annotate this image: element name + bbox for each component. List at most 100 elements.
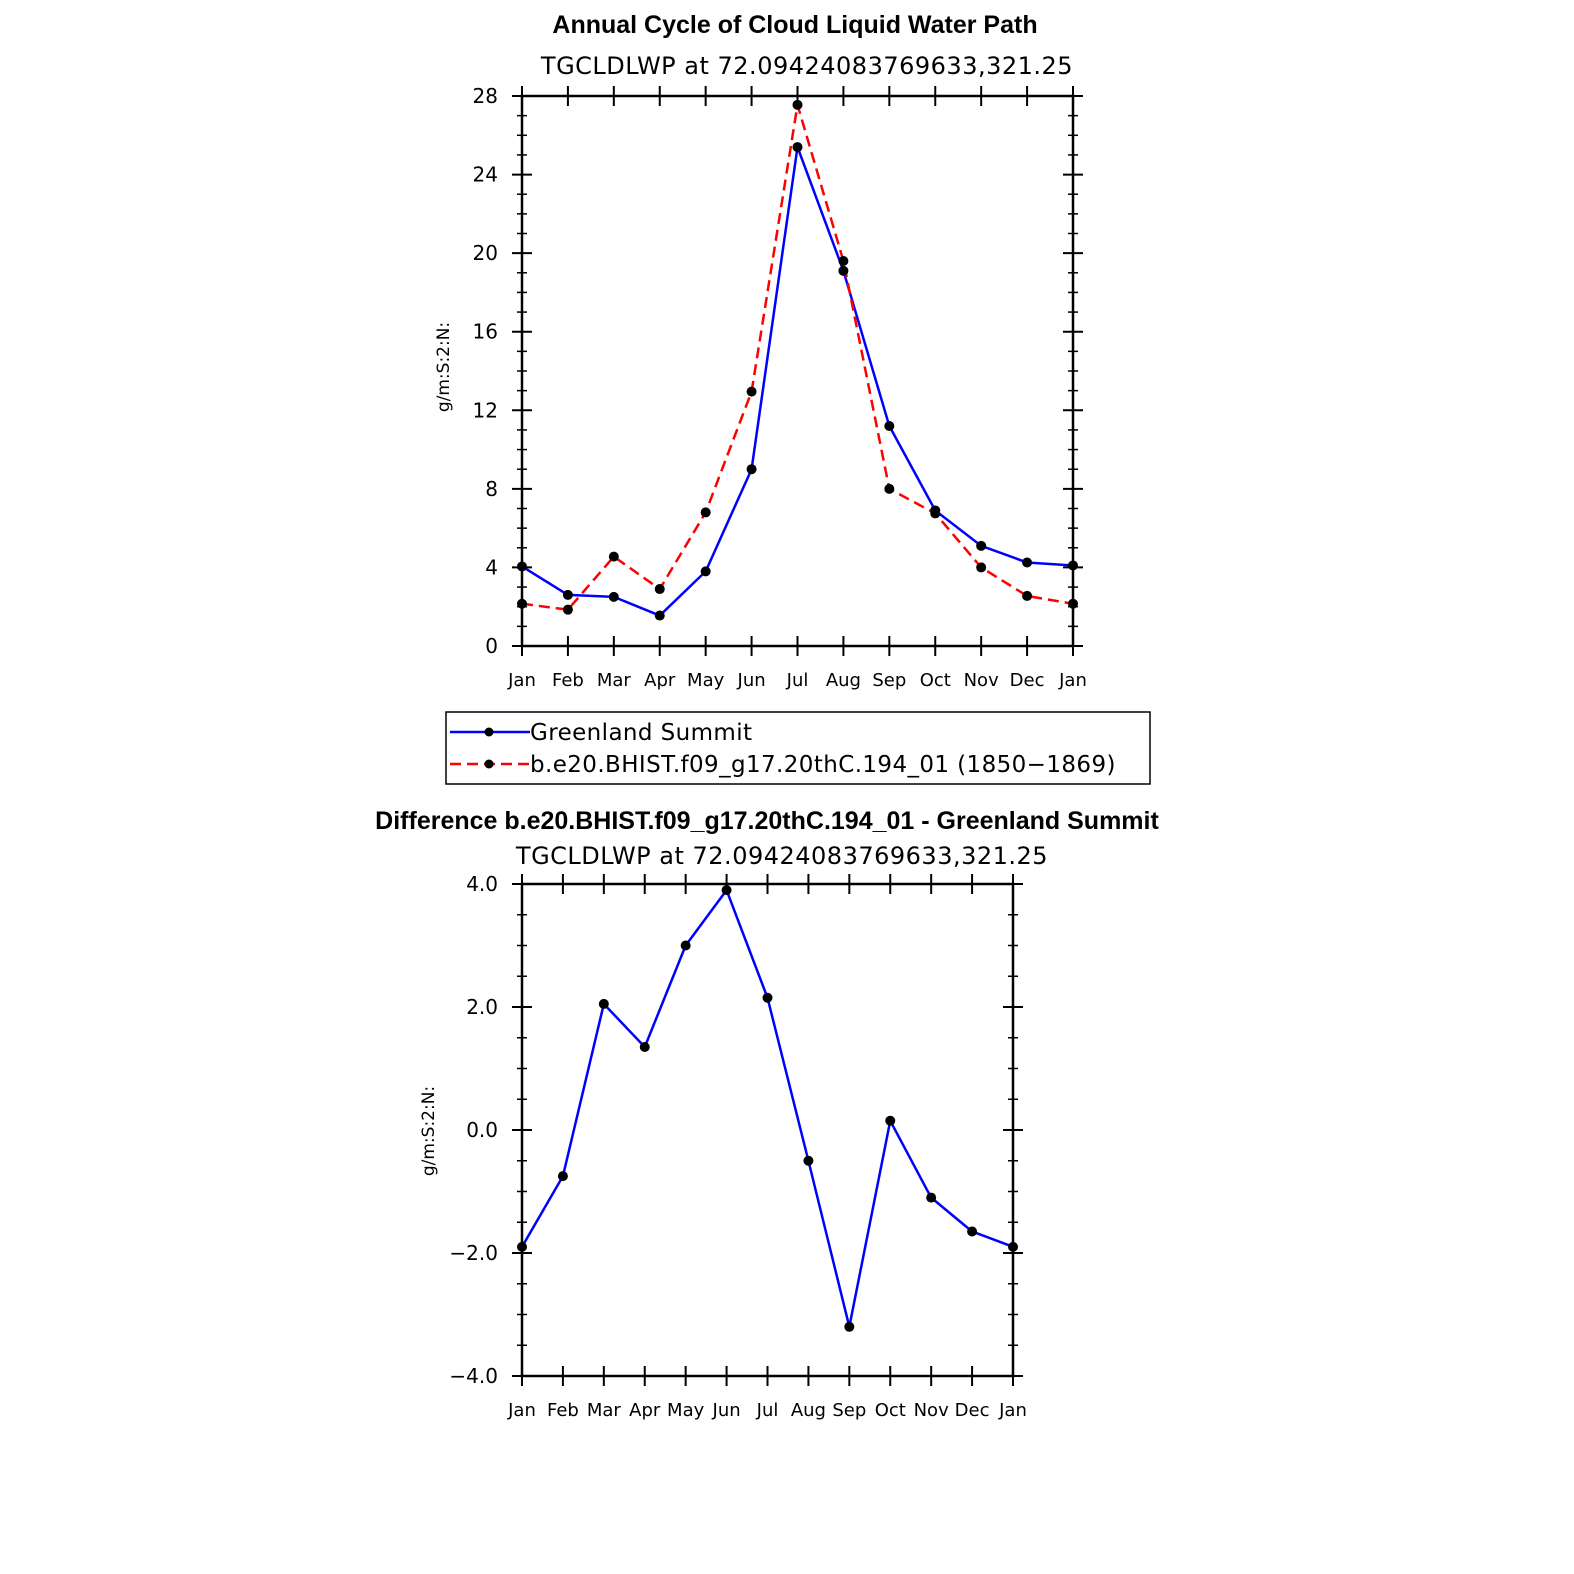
- difference-chart: Difference b.e20.BHIST.f09_g17.20thC.194…: [375, 807, 1159, 1421]
- x-tick-label: Oct: [920, 670, 951, 691]
- y-tick-label: 12: [473, 398, 498, 422]
- y-tick-labels: 0 4 8 12 16 20 24 28: [473, 84, 498, 658]
- x-tick-label: Dec: [955, 1400, 990, 1421]
- y-tick-label: 2.0: [466, 995, 498, 1019]
- x-tick-label: Feb: [552, 670, 584, 691]
- data-point: [1022, 557, 1033, 568]
- x-tick-label: Jan: [1058, 670, 1087, 691]
- chart-subtitle: TGCLDLWP at 72.09424083769633,321.25: [540, 52, 1073, 80]
- y-tick-label: 16: [473, 320, 498, 344]
- data-point: [885, 1115, 896, 1126]
- x-tick-label: Nov: [964, 670, 999, 691]
- y-tick-label: 20: [473, 241, 498, 265]
- plot-frame: [520, 94, 1075, 648]
- data-point: [654, 584, 665, 595]
- y-tick-label: −4.0: [449, 1364, 498, 1388]
- legend-marker-greenland: [484, 727, 494, 737]
- data-point: [803, 1155, 814, 1166]
- axis-ticks: [512, 874, 1023, 1386]
- y-tick-label: 4.0: [466, 872, 498, 896]
- data-point: [608, 551, 619, 562]
- data-point: [884, 483, 895, 494]
- data-point: [1022, 590, 1033, 601]
- y-tick-labels: −4.0 −2.0 0.0 2.0 4.0: [449, 872, 498, 1388]
- annual-cycle-chart: Annual Cycle of Cloud Liquid Water Path …: [434, 11, 1087, 691]
- x-tick-label: Jan: [507, 1400, 536, 1421]
- x-tick-label: Feb: [547, 1400, 579, 1421]
- data-point: [792, 142, 803, 153]
- data-point: [517, 598, 527, 609]
- series-line-1: [521, 103, 1074, 611]
- x-tick-label: Jun: [737, 670, 766, 691]
- data-point: [1068, 560, 1078, 571]
- x-tick-label: Jul: [756, 1400, 779, 1421]
- data-point: [976, 540, 987, 551]
- data-point: [930, 508, 941, 519]
- data-point: [700, 507, 711, 518]
- x-tick-label: May: [667, 1400, 705, 1421]
- y-tick-label: 4: [485, 555, 498, 579]
- x-tick-label: Mar: [587, 1400, 622, 1421]
- y-axis-label: g/m:S:2:N:: [419, 1086, 439, 1176]
- data-point: [562, 589, 573, 600]
- data-point: [517, 1241, 527, 1252]
- data-point: [838, 265, 849, 276]
- x-tick-label: Aug: [826, 670, 861, 691]
- legend-label-model: b.e20.BHIST.f09_g17.20thC.194_01 (1850−1…: [530, 752, 1116, 778]
- x-tick-label: Sep: [832, 1400, 866, 1421]
- y-tick-label: 0: [485, 634, 498, 658]
- data-point: [557, 1171, 568, 1182]
- data-point: [598, 998, 609, 1009]
- series-line-0: [520, 888, 1014, 1329]
- x-tick-label: Apr: [629, 1400, 661, 1421]
- x-tick-labels: Jan Feb Mar Apr May Jun Jul Aug Sep Oct Nov Dec Jan: [507, 670, 1087, 691]
- data-point: [1068, 598, 1078, 609]
- y-tick-label: −2.0: [449, 1241, 498, 1265]
- x-tick-label: Jan: [507, 670, 536, 691]
- y-tick-label: 28: [473, 84, 498, 108]
- series-group: [517, 885, 1018, 1332]
- legend: Greenland Summit b.e20.BHIST.f09_g17.20t…: [445, 711, 1151, 785]
- x-tick-label: Jul: [786, 670, 809, 691]
- series-line-0: [521, 145, 1074, 617]
- x-tick-label: May: [687, 670, 725, 691]
- legend-label-greenland: Greenland Summit: [530, 720, 752, 746]
- y-tick-label: 24: [473, 163, 498, 187]
- x-tick-label: Jan: [998, 1400, 1027, 1421]
- data-point: [1008, 1241, 1018, 1252]
- data-point: [700, 566, 711, 577]
- data-point: [926, 1192, 937, 1203]
- data-point: [654, 610, 665, 621]
- data-point: [762, 992, 773, 1003]
- axis-ticks: [512, 86, 1083, 656]
- y-tick-label: 8: [485, 477, 498, 501]
- data-point: [721, 885, 732, 896]
- x-tick-label: Nov: [914, 1400, 949, 1421]
- y-tick-label: 0.0: [466, 1118, 498, 1142]
- data-point: [844, 1321, 855, 1332]
- x-tick-label: Mar: [597, 670, 632, 691]
- data-point: [792, 99, 803, 110]
- data-point: [680, 940, 691, 951]
- chart-subtitle: TGCLDLWP at 72.09424083769633,321.25: [515, 842, 1048, 870]
- data-point: [562, 604, 573, 615]
- legend-box: [445, 711, 1151, 785]
- data-point: [976, 562, 987, 573]
- x-tick-label: Dec: [1010, 670, 1045, 691]
- data-point: [608, 591, 619, 602]
- data-point: [838, 256, 849, 266]
- chart-title: Difference b.e20.BHIST.f09_g17.20thC.194…: [375, 807, 1159, 835]
- data-point: [639, 1041, 650, 1052]
- data-point: [746, 464, 757, 475]
- data-point: [884, 421, 895, 431]
- data-point: [517, 561, 527, 572]
- plot-frame: [520, 882, 1015, 1378]
- chart-title: Annual Cycle of Cloud Liquid Water Path: [552, 11, 1037, 39]
- series-group: [517, 99, 1078, 621]
- x-tick-label: Sep: [872, 670, 906, 691]
- data-point: [967, 1226, 978, 1237]
- x-tick-labels: Jan Feb Mar Apr May Jun Jul Aug Sep Oct Nov Dec Jan: [507, 1400, 1027, 1421]
- legend-marker-model: [484, 759, 494, 769]
- x-tick-label: Jun: [712, 1400, 741, 1421]
